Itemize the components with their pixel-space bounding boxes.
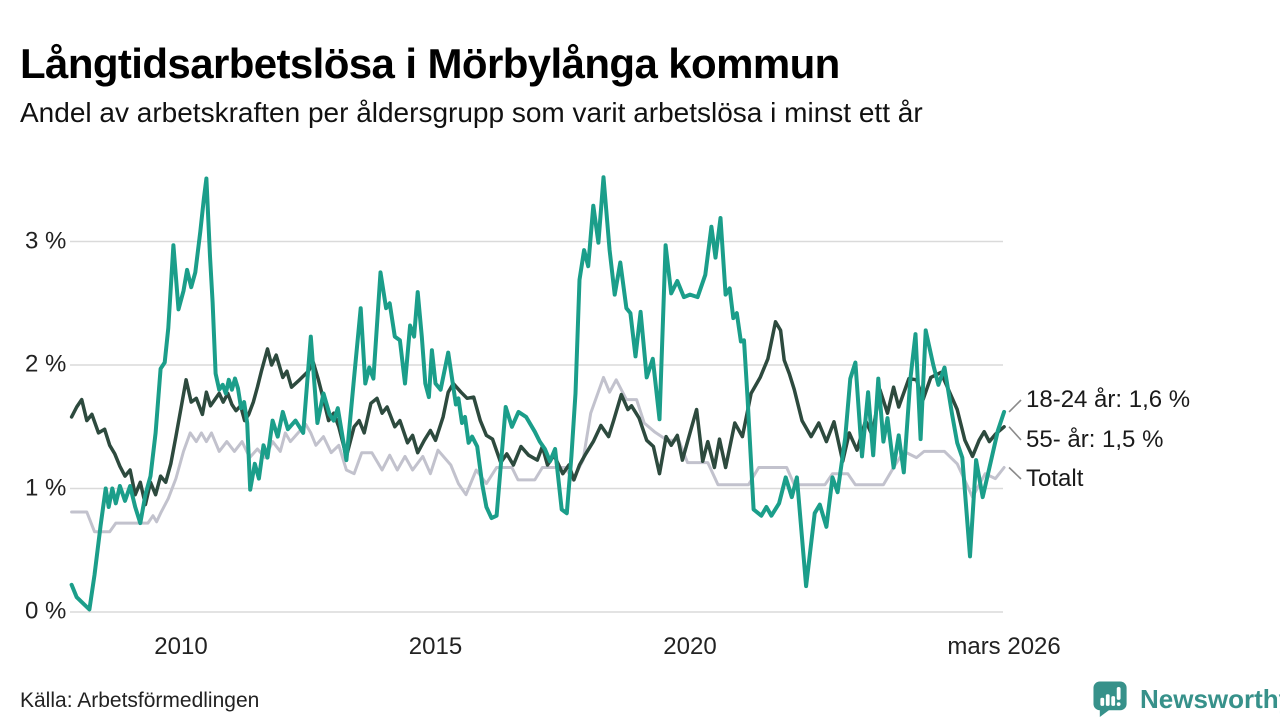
leader-line-18-24-år	[1008, 399, 1022, 413]
series-end-label-totalt: Totalt	[1026, 465, 1084, 492]
y-axis-tick-label-2: 2 %	[25, 350, 67, 378]
leader-line-totalt	[1008, 466, 1022, 480]
x-axis-tick-label-2010: 2010	[154, 633, 208, 660]
x-axis-tick-label-2020: 2020	[663, 633, 717, 660]
series-end-label-18-24-år: 18-24 år: 1,6 %	[1026, 386, 1191, 413]
x-axis-tick-label-mars-2026: mars 2026	[947, 633, 1061, 660]
newsworthy-brand-icon	[1092, 680, 1131, 718]
newsworthy-brand-name: Newsworthy	[1140, 683, 1280, 714]
series-line-55-år	[69, 320, 1006, 507]
y-axis-tick-label-3: 3 %	[25, 226, 67, 254]
source-note: Källa: Arbetsförmedlingen	[20, 689, 260, 712]
leader-line-55-år	[1008, 426, 1022, 441]
chart-title: Långtidsarbetslösa i Mörbylånga kommun	[20, 40, 840, 88]
newsworthy-logo: Newsworthy	[1092, 680, 1280, 718]
y-axis-tick-label-0: 0 %	[25, 597, 67, 625]
chart-subtitle: Andel av arbetskraften per åldersgrupp s…	[20, 97, 923, 128]
series-end-label-55-år: 55- år: 1,5 %	[1026, 426, 1164, 453]
series-line-18-24-år	[69, 175, 1007, 612]
x-axis-tick-label-2015: 2015	[408, 633, 463, 660]
y-axis-tick-label-1: 1 %	[25, 473, 67, 501]
series-line-totalt	[70, 375, 1006, 534]
